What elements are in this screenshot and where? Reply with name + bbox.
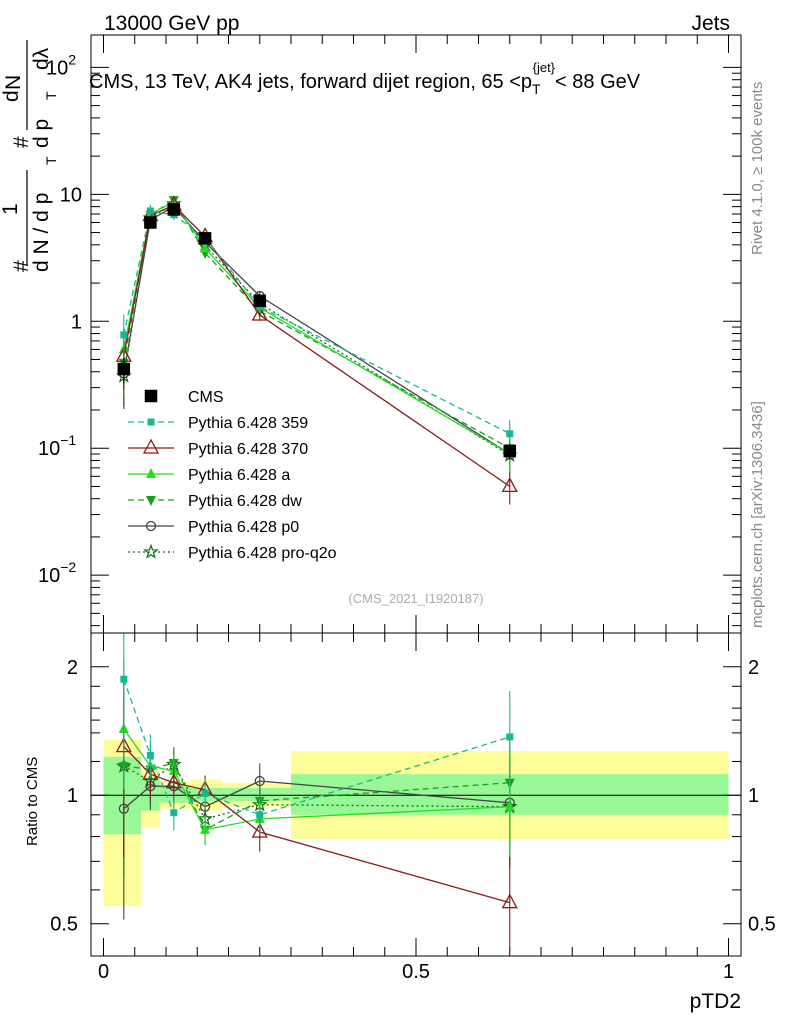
jets-label: Jets bbox=[691, 12, 730, 35]
ratio-line-pp0 bbox=[123, 780, 510, 810]
main-series bbox=[115, 195, 518, 505]
main-point-p359 bbox=[146, 207, 154, 215]
ylabel-d: d bbox=[0, 90, 23, 102]
legend-marker-pp0 bbox=[145, 520, 157, 532]
legend-label-pp0: Pythia 6.428 p0 bbox=[188, 519, 299, 536]
main-line-pp0 bbox=[123, 205, 511, 455]
ratio-point-pa bbox=[504, 800, 515, 811]
ratio-series bbox=[115, 633, 518, 952]
ratio-point-p359 bbox=[256, 811, 264, 819]
legend-marker-pq2o bbox=[143, 543, 159, 559]
ratio-point-p370 bbox=[142, 764, 159, 780]
ylabel-t-sub-2: T bbox=[43, 91, 59, 100]
ylabel-one: 1 bbox=[0, 203, 22, 215]
ratio-point-p359 bbox=[120, 675, 128, 683]
ylabel-dpt: d p bbox=[30, 119, 53, 148]
ratio-ytick-label-right-0: 2 bbox=[748, 657, 759, 679]
ratio-point-p359 bbox=[506, 733, 514, 741]
ylabel-t-sub: T bbox=[43, 156, 59, 165]
ratio-point-p359 bbox=[201, 789, 209, 797]
legend-label-cms: CMS bbox=[188, 389, 224, 406]
legend-label-pdw: Pythia 6.428 dw bbox=[188, 493, 302, 510]
main-point-cms bbox=[198, 232, 212, 245]
energy-label: 13000 GeV pp bbox=[104, 12, 239, 35]
ylabel-dn-dpt: d N / d p bbox=[30, 193, 53, 272]
main-point-cms bbox=[503, 444, 516, 458]
ratio-ytick-label-0: 2 bbox=[67, 657, 78, 679]
legend: CMS Pythia 6.428 359 Pythia 6.428 370 Pythi… bbox=[128, 389, 337, 562]
ytick-label-1: 10 bbox=[60, 184, 82, 206]
ratio-point-p359 bbox=[170, 809, 178, 817]
main-point-cms bbox=[167, 203, 181, 216]
main-line-p370 bbox=[123, 204, 511, 487]
legend-label-p359: Pythia 6.428 359 bbox=[188, 415, 308, 432]
main-title: CMS, 13 TeV, AK4 jets, forward dijet reg… bbox=[89, 60, 641, 97]
main-point-cms bbox=[253, 294, 266, 308]
main-point-p370 bbox=[251, 305, 268, 321]
main-point-pa bbox=[200, 242, 211, 253]
legend-marker-p370 bbox=[142, 438, 160, 454]
legend-label-pa: Pythia 6.428 a bbox=[188, 467, 290, 484]
ratio-line-p370 bbox=[123, 746, 510, 904]
legend-label-pq2o: Pythia 6.428 pro-q2o bbox=[188, 545, 337, 562]
legend-marker-pdw bbox=[146, 496, 156, 506]
ratio-ytick-label-right-2: 0.5 bbox=[748, 914, 776, 936]
main-line-pa bbox=[123, 201, 511, 455]
main-axes: 102 10 1 10−1 10−2 bbox=[38, 35, 741, 633]
ytick-label-0: 102 bbox=[46, 51, 76, 79]
ratio-ytick-label-right-1: 1 bbox=[748, 785, 759, 807]
xtick-label-2: 1 bbox=[723, 961, 734, 983]
xtick-label-0: 0 bbox=[98, 961, 109, 983]
ratio-axes: 0 0.5 1 2 2 1 1 0.5 0.5 bbox=[50, 633, 776, 983]
main-line-pdw bbox=[123, 199, 511, 449]
ratio-frame bbox=[90, 632, 742, 957]
band-inner-2 bbox=[159, 786, 191, 803]
ratio-point-p370 bbox=[165, 773, 182, 789]
ratio-point-pa bbox=[200, 823, 211, 834]
legend-label-p370: Pythia 6.428 370 bbox=[188, 441, 308, 458]
main-frame bbox=[90, 34, 742, 634]
main-point-p359 bbox=[506, 430, 514, 438]
ratio-ytick-label-2: 0.5 bbox=[50, 914, 78, 936]
analysis-watermark: (CMS_2021_I1920187) bbox=[348, 591, 483, 606]
ylabel-n: N bbox=[2, 75, 25, 90]
legend-marker-cms bbox=[144, 389, 158, 403]
ratio-point-p370 bbox=[501, 893, 518, 909]
x-axis-label: pTD2 bbox=[690, 990, 741, 1013]
ytick-label-4: 10−2 bbox=[38, 559, 76, 587]
main-point-p370 bbox=[501, 477, 518, 493]
ratio-line-pa bbox=[123, 728, 510, 831]
legend-marker-p359 bbox=[147, 418, 155, 426]
ytick-label-3: 10−1 bbox=[38, 432, 76, 460]
main-line-p359 bbox=[123, 210, 511, 435]
ratio-ytick-label-1: 1 bbox=[67, 785, 78, 807]
main-ylabel: # 1 d N / d p T # d N d p T dλ bbox=[0, 40, 59, 272]
legend-marker-pa bbox=[146, 468, 156, 478]
ratio-ylabel: Ratio to CMS bbox=[24, 757, 41, 846]
rivet-label: Rivet 4.1.0, ≥ 100k events bbox=[749, 82, 766, 255]
main-point-cms bbox=[144, 216, 157, 229]
main-point-cms bbox=[117, 362, 131, 376]
main-point-p359 bbox=[120, 331, 128, 339]
xtick-label-1: 0.5 bbox=[402, 961, 430, 983]
ratio-line-p359 bbox=[123, 678, 510, 816]
ratio-point-p359 bbox=[146, 751, 154, 759]
ratio-uncertainty-band bbox=[103, 739, 729, 907]
mcplots-label: mcplots.cern.ch [arXiv:1306.3436] bbox=[749, 401, 766, 628]
ylabel-hash-2: # bbox=[10, 136, 33, 148]
ylabel-dlambda: dλ bbox=[30, 47, 53, 70]
ytick-label-2: 1 bbox=[71, 311, 82, 333]
ratio-point-p370 bbox=[251, 822, 268, 838]
